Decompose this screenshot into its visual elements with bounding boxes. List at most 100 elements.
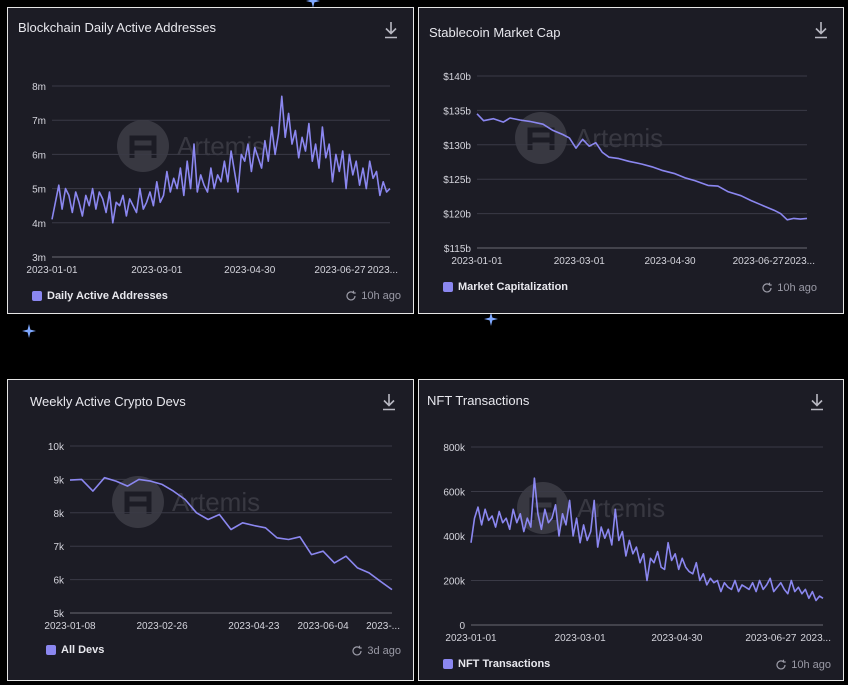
legend-label: All Devs bbox=[61, 644, 105, 656]
updated-label: 10h ago bbox=[777, 282, 817, 294]
last-updated: 10h ago bbox=[775, 659, 831, 671]
y-tick-label: 600k bbox=[443, 488, 466, 499]
refresh-icon bbox=[762, 282, 772, 293]
legend-label: Market Capitalization bbox=[458, 281, 569, 293]
watermark: Artemis bbox=[112, 476, 260, 528]
x-tick-label: 2023-06-27 bbox=[733, 256, 785, 267]
legend-label: NFT Transactions bbox=[458, 658, 551, 670]
line-chart: Artemis 5k 6k 7k 8k 9k 10k 2023-01-08 2023-02-26… bbox=[44, 442, 400, 632]
watermark-text: Artemis bbox=[575, 123, 663, 153]
y-tick-label: 5k bbox=[53, 609, 65, 620]
x-tick-label: 2023-... bbox=[366, 621, 400, 632]
x-tick-label: 2023-04-23 bbox=[228, 621, 280, 632]
y-tick-label: 800k bbox=[443, 443, 466, 454]
download-icon[interactable] bbox=[381, 392, 397, 412]
legend-swatch bbox=[46, 645, 56, 655]
x-tick-label: 2023-04-30 bbox=[224, 265, 276, 276]
watermark-text: Artemis bbox=[177, 131, 265, 161]
last-updated: 3d ago bbox=[351, 645, 401, 657]
refresh-icon bbox=[776, 659, 786, 670]
series-line bbox=[470, 477, 824, 602]
y-tick-label: 8m bbox=[32, 82, 46, 93]
series-line bbox=[51, 95, 391, 224]
x-tick-label: 2023... bbox=[800, 633, 831, 644]
x-tick-label: 2023-02-26 bbox=[137, 621, 189, 632]
legend-swatch bbox=[443, 282, 453, 292]
y-tick-label: 7m bbox=[32, 116, 46, 127]
y-tick-label: 10k bbox=[48, 442, 65, 453]
x-tick-label: 2023-01-08 bbox=[44, 621, 96, 632]
refresh-icon bbox=[346, 290, 356, 301]
legend-swatch bbox=[443, 659, 453, 669]
line-chart: Artemis 0 200k 400k 600k 800k 2023-01-01 2023-0… bbox=[443, 443, 831, 644]
y-tick-label: $140b bbox=[443, 72, 471, 83]
chart-panel-stablecoin-market-cap: Stablecoin Market Cap Artemis $115b $120b $… bbox=[418, 7, 844, 314]
watermark-logo-icon bbox=[112, 476, 164, 528]
sparkle-icon bbox=[22, 324, 36, 338]
legend[interactable]: All Devs bbox=[46, 644, 104, 656]
y-tick-label: 3m bbox=[32, 253, 46, 264]
download-icon[interactable] bbox=[809, 392, 825, 412]
y-tick-label: 7k bbox=[53, 542, 65, 553]
x-tick-label: 2023-06-27 bbox=[745, 633, 797, 644]
last-updated: 10h ago bbox=[345, 290, 401, 302]
y-tick-label: 9k bbox=[53, 475, 65, 486]
y-tick-label: 200k bbox=[443, 577, 466, 588]
legend-label: Daily Active Addresses bbox=[47, 290, 168, 302]
watermark-logo-icon bbox=[515, 112, 567, 164]
sparkle-icon bbox=[484, 312, 498, 326]
watermark: Artemis bbox=[517, 482, 665, 534]
sparkle-icon bbox=[306, 0, 320, 8]
watermark-text: Artemis bbox=[577, 493, 665, 523]
line-chart: Artemis $115b $120b $125b $130b $135b $140b 202… bbox=[443, 72, 815, 267]
chart-panel-weekly-active-crypto-devs: Weekly Active Crypto Devs Artemis 5k 6k 7k 8… bbox=[7, 379, 414, 681]
chart-title: Weekly Active Crypto Devs bbox=[30, 394, 186, 409]
y-tick-label: 6m bbox=[32, 150, 46, 161]
chart-panel-daily-active-addresses: Blockchain Daily Active Addresses Artemi… bbox=[7, 7, 414, 314]
x-tick-label: 2023-04-30 bbox=[651, 633, 703, 644]
download-icon[interactable] bbox=[383, 20, 399, 40]
download-icon[interactable] bbox=[813, 20, 829, 40]
legend-swatch bbox=[32, 291, 42, 301]
legend[interactable]: NFT Transactions bbox=[443, 658, 550, 670]
y-tick-label: 5m bbox=[32, 185, 46, 196]
watermark-logo-icon bbox=[517, 482, 569, 534]
y-tick-label: 4m bbox=[32, 219, 46, 230]
chart-panel-nft-transactions: NFT Transactions Artemis 0 200k 400k 600k 800… bbox=[418, 379, 844, 681]
legend[interactable]: Market Capitalization bbox=[443, 281, 568, 293]
x-tick-label: 2023-04-30 bbox=[644, 256, 696, 267]
chart-title: NFT Transactions bbox=[427, 393, 530, 408]
refresh-icon bbox=[352, 645, 363, 656]
y-tick-label: $115b bbox=[444, 244, 472, 255]
y-tick-label: $125b bbox=[443, 175, 471, 186]
x-tick-label: 2023-03-01 bbox=[131, 265, 183, 276]
updated-label: 10h ago bbox=[791, 659, 831, 671]
y-tick-label: 400k bbox=[443, 532, 466, 543]
y-tick-label: 6k bbox=[53, 576, 65, 587]
y-tick-label: 8k bbox=[53, 509, 65, 520]
watermark-logo-icon bbox=[117, 120, 169, 172]
y-tick-label: $120b bbox=[443, 210, 471, 221]
x-tick-label: 2023... bbox=[367, 265, 398, 276]
chart-title: Blockchain Daily Active Addresses bbox=[18, 20, 216, 35]
watermark: Artemis bbox=[117, 120, 265, 172]
x-tick-label: 2023-06-04 bbox=[298, 621, 350, 632]
updated-label: 10h ago bbox=[361, 290, 401, 302]
x-tick-label: 2023-06-27 bbox=[314, 265, 366, 276]
last-updated: 10h ago bbox=[761, 282, 817, 294]
watermark: Artemis bbox=[515, 112, 663, 164]
legend[interactable]: Daily Active Addresses bbox=[32, 290, 168, 302]
x-tick-label: 2023-03-01 bbox=[554, 256, 606, 267]
chart-title: Stablecoin Market Cap bbox=[429, 25, 561, 40]
y-tick-label: $130b bbox=[443, 141, 471, 152]
x-tick-label: 2023-03-01 bbox=[555, 633, 607, 644]
x-tick-label: 2023-01-01 bbox=[26, 265, 78, 276]
line-chart: Artemis 3m 4m 5m 6m 7m 8m 2023-01-01 2023-03-01 2… bbox=[26, 82, 398, 276]
y-tick-label: $135b bbox=[443, 106, 471, 117]
x-tick-label: 2023-01-01 bbox=[445, 633, 497, 644]
series-line bbox=[69, 476, 393, 591]
y-tick-label: 0 bbox=[459, 621, 465, 632]
series-line bbox=[476, 113, 808, 221]
x-tick-label: 2023-01-01 bbox=[451, 256, 503, 267]
x-tick-label: 2023... bbox=[784, 256, 815, 267]
